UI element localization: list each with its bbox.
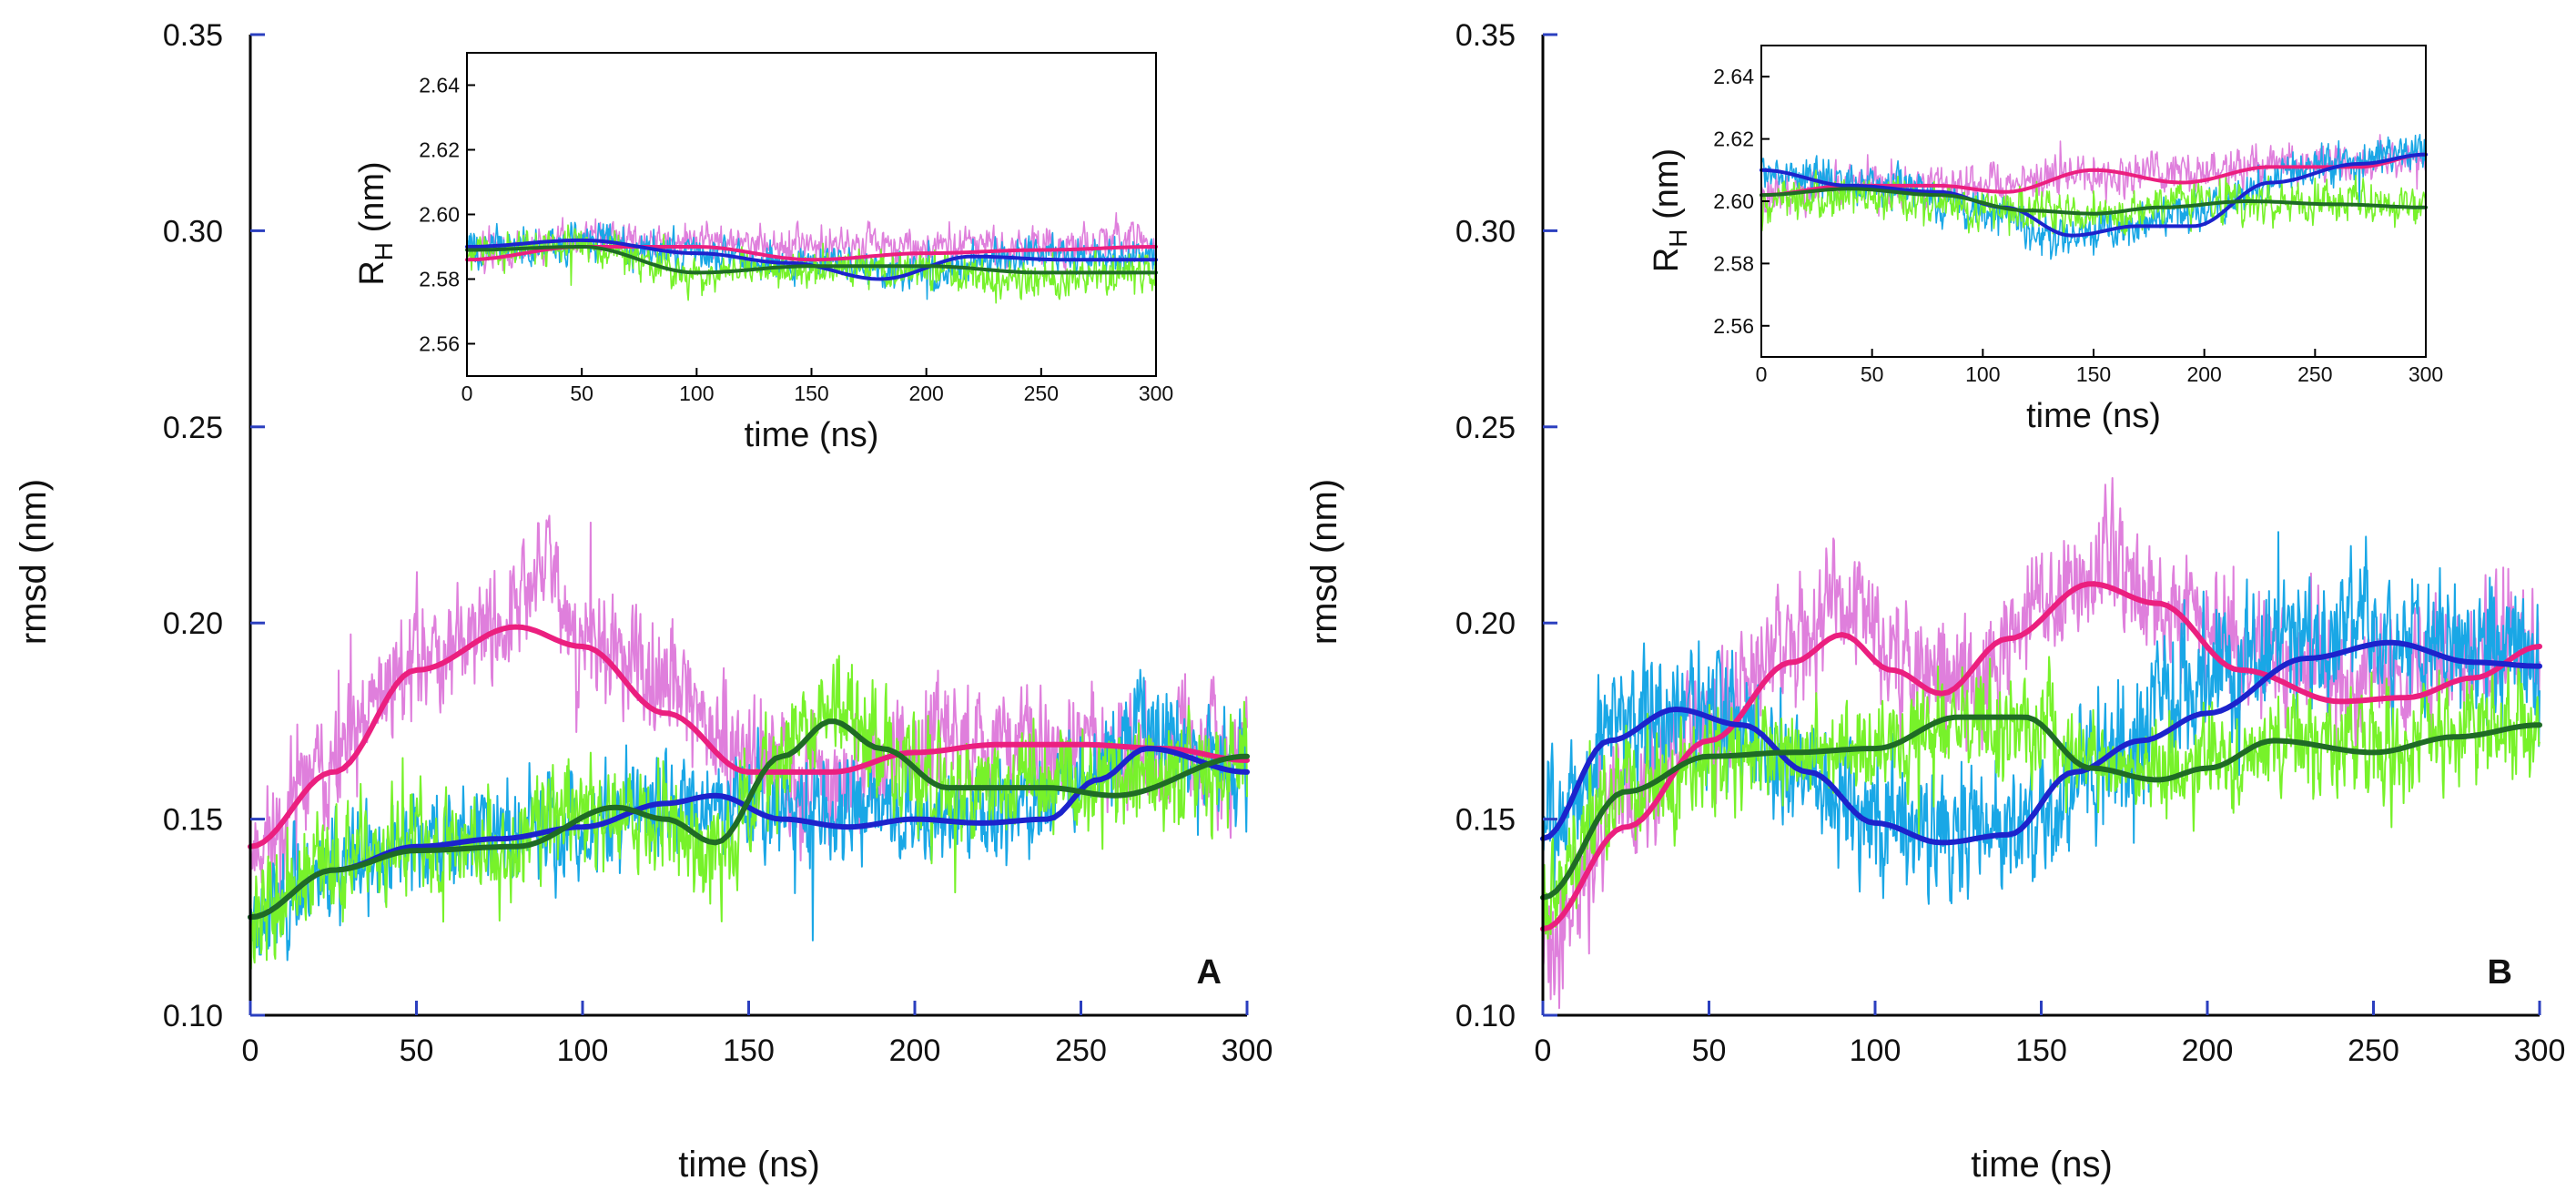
panel-a-series-green-noisy [249,655,1248,971]
panel-b-x-tick-label-300: 300 [2514,1033,2566,1068]
panel-a-inset-x-tick-label-300: 300 [1139,382,1173,405]
panel-b-inset-y-tick-label-2-6: 2.60 [1713,189,1754,213]
panel-a: 0 50 100 150 200 250 300 2.56 2.58 2.60 2.62 2.64 ti… [14,18,1273,1185]
panel-a-inset-y-axis-label-main: R [353,260,391,285]
panel-a-inset-y-axis-label-unit: (nm) [353,161,391,242]
panel-b-y-tick-label-0-1: 0.10 [1455,999,1516,1033]
panel-b-inset-x-tick-label-250: 250 [2297,362,2332,386]
panel-a-inset-y-tick-label-2-58: 2.58 [419,268,460,291]
panel-a-y-tick-label-0-15: 0.15 [163,803,223,838]
panel-a-inset-y-tick-label-2-56: 2.56 [419,332,460,356]
panel-b-noisy-series [1542,477,2541,1010]
panel-a-inset-x-tick-label-0: 0 [461,382,473,405]
panel-b-inset-x-axis-label: time (ns) [2026,397,2161,435]
panel-a-noisy-series [249,514,1248,971]
panel-a-inset-y-tick-label-2-64: 2.64 [419,74,460,97]
panel-a-inset-series-green_smooth [465,245,1158,275]
panel-b-inset-y-tick-label-2-62: 2.62 [1713,127,1754,151]
panel-a-inset-x-axis-label: time (ns) [745,416,879,454]
panel-a-y-tick-label-0-3: 0.30 [163,214,223,249]
panel-b-series-green_smooth [1540,714,2542,901]
panel-a-y-axis-label: rmsd (nm) [14,479,54,645]
panel-b-label: B [2488,953,2512,992]
panel-a-inset-x-tick-label-250: 250 [1024,382,1059,405]
panel-a-x-tick-label-100: 100 [557,1033,609,1068]
panel-b-smoothed-series [1540,581,2542,932]
panel-a-y-tick-label-0-35: 0.35 [163,18,223,53]
panel-b-inset-y-tick-label-2-64: 2.64 [1713,65,1754,88]
panel-b-inset-series-blue-noisy [1760,134,2427,260]
panel-b-series-pink_smooth [1540,581,2542,932]
panel-b-inset-y-tick-label-2-58: 2.58 [1713,251,1754,275]
panel-b-inset-x-tick-label-150: 150 [2076,362,2111,386]
panel-a-x-tick-label-50: 50 [400,1033,434,1068]
panel-b-y-tick-label-0-15: 0.15 [1455,803,1516,838]
panel-b-inset-y-axis-label: RH (nm) [1648,148,1692,272]
panel-b-inset-series-blue_smooth [1760,152,2428,238]
panel-b-series-blue_smooth [1540,639,2542,846]
panel-b-x-tick-label-150: 150 [2015,1033,2067,1068]
panel-b-x-tick-label-100: 100 [1850,1033,1902,1068]
panel-a-inset-y-axis-label: RH (nm) [353,161,398,285]
panel-a-inset-y-tick-label-2-62: 2.62 [419,138,460,162]
panel-b: 0 50 100 150 200 250 300 2.56 2.58 2.60 2.62 2.64 ti… [1304,18,2565,1185]
panel-a-series-pink_smooth [248,624,1250,850]
panel-b-y-tick-label-0-25: 0.25 [1455,411,1516,445]
panel-b-inset-x-tick-label-0: 0 [1756,362,1768,386]
panel-b-inset: 0 50 100 150 200 250 300 2.56 2.58 2.60 2.62 2.64 ti… [1648,45,2443,435]
panel-a-y-tick-label-0-2: 0.20 [163,606,223,641]
panel-b-inset-x-tick-label-50: 50 [1861,362,1884,386]
panel-a-y-tick-label-0-25: 0.25 [163,411,223,445]
panel-a-inset: 0 50 100 150 200 250 300 2.56 2.58 2.60 2.62 2.64 ti… [353,52,1173,454]
panel-b-inset-x-tick-label-100: 100 [1965,362,2000,386]
panel-b-inset-series-green-noisy [1760,169,2427,237]
panel-b-inset-y-axis-label-main: R [1648,248,1686,272]
panel-b-inset-x-tick-label-200: 200 [2186,362,2221,386]
panel-a-inset-x-tick-label-150: 150 [794,382,828,405]
panel-b-x-tick-label-0: 0 [1535,1033,1552,1068]
panel-b-x-tick-label-50: 50 [1692,1033,1727,1068]
panel-a-smoothed-series [248,624,1250,921]
panel-a-x-tick-label-300: 300 [1222,1033,1273,1068]
panel-b-y-tick-label-0-3: 0.30 [1455,214,1516,249]
panel-b-y-axis-label: rmsd (nm) [1304,479,1344,645]
panel-a-x-tick-label-150: 150 [723,1033,775,1068]
panel-a-axes: 0 50 100 150 200 250 300 0.10 0.15 0.20 0.25 0.30 0.… [163,18,1273,1068]
panel-b-inset-y-axis-label-sub: H [1664,229,1692,247]
panel-b-series-green-noisy [1542,656,2541,940]
panel-b-y-tick-label-0-35: 0.35 [1455,18,1516,53]
panel-a-x-tick-label-0: 0 [242,1033,259,1068]
panel-b-inset-x-tick-label-300: 300 [2409,362,2443,386]
panel-b-axes: 0 50 100 150 200 250 300 0.10 0.15 0.20 0.25 0.30 0.… [1455,18,2566,1068]
panel-a-x-axis-label: time (ns) [678,1145,820,1185]
panel-a-x-tick-label-250: 250 [1055,1033,1107,1068]
panel-b-y-tick-label-0-2: 0.20 [1455,606,1516,641]
panel-a-label: A [1197,953,1222,992]
panel-b-inset-y-axis-label-unit: (nm) [1648,148,1686,229]
panel-a-inset-frame [466,52,1157,377]
panel-a-inset-y-tick-label-2-6: 2.60 [419,203,460,227]
panel-a-series-green_smooth [248,718,1250,921]
panel-b-x-axis-label: time (ns) [1971,1145,2113,1185]
panel-b-inset-y-tick-label-2-56: 2.56 [1713,314,1754,338]
panel-a-y-tick-label-0-1: 0.10 [163,999,223,1033]
panel-b-x-tick-label-200: 200 [2182,1033,2234,1068]
panel-a-x-tick-label-200: 200 [889,1033,941,1068]
panel-b-x-tick-label-250: 250 [2348,1033,2399,1068]
panel-a-inset-x-tick-label-200: 200 [908,382,943,405]
panel-b-inset-series-green_smooth [1760,187,2428,216]
panel-a-inset-y-axis-label-sub: H [370,242,398,260]
panel-a-inset-x-tick-label-100: 100 [679,382,714,405]
panel-a-inset-x-tick-label-50: 50 [570,382,593,405]
